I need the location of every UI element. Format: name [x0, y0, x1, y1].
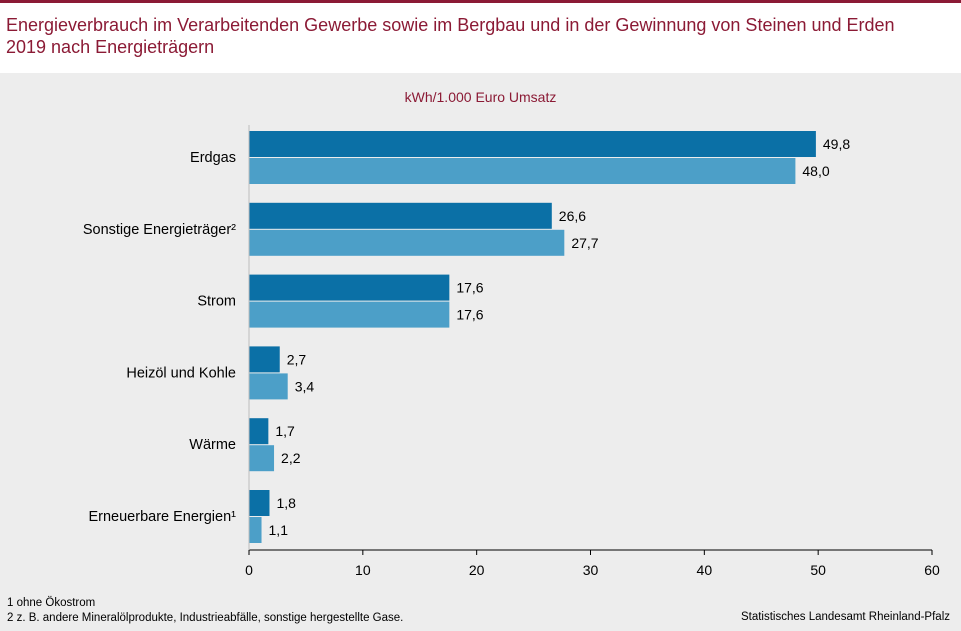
- data-label: 1,8: [276, 495, 296, 511]
- bar-1: [249, 418, 269, 445]
- chart-title-line-1: Energieverbrauch im Verarbeitenden Gewer…: [6, 15, 895, 35]
- bar-2: [249, 301, 450, 328]
- category-label: Strom: [197, 294, 236, 310]
- footnotes: 1 ohne Ökostrom 2 z. B. andere Mineralöl…: [7, 596, 403, 626]
- x-tick-label: 30: [583, 562, 599, 578]
- bar-2: [249, 158, 796, 184]
- category-label: Wärme: [189, 437, 236, 453]
- bar-1: [249, 490, 270, 516]
- bar-1: [249, 131, 816, 157]
- data-label: 2,7: [287, 351, 307, 367]
- unit-label: kWh/1.000 Euro Umsatz: [404, 89, 557, 105]
- category-label: Heizöl und Kohle: [126, 365, 236, 381]
- data-label: 17,6: [456, 307, 483, 323]
- source-label: Statistisches Landesamt Rheinland-Pfalz: [740, 611, 950, 623]
- bar-2: [249, 445, 275, 472]
- bar-2: [249, 517, 262, 543]
- x-tick-label: 0: [245, 562, 253, 578]
- data-label: 48,0: [802, 163, 829, 179]
- footnote-1: 1 ohne Ökostrom: [7, 597, 96, 609]
- bar-1: [249, 346, 280, 373]
- data-label: 2,2: [281, 450, 301, 466]
- chart-title-line-2: 2019 nach Energieträgern: [6, 37, 215, 57]
- data-label: 49,8: [823, 136, 850, 152]
- footnote-2: 2 z. B. andere Mineralölprodukte, Indust…: [7, 612, 404, 624]
- x-tick-label: 10: [355, 562, 371, 578]
- title-box: Energieverbrauch im Verarbeitenden Gewer…: [0, 3, 961, 73]
- data-label: 1,7: [275, 423, 295, 439]
- data-label: 17,6: [456, 280, 483, 296]
- data-label: 3,4: [295, 378, 315, 394]
- data-label: 26,6: [559, 208, 586, 224]
- x-tick-label: 20: [469, 562, 485, 578]
- top-accent-bar: [0, 0, 961, 3]
- bar-2: [249, 229, 565, 256]
- data-label: 27,7: [571, 235, 598, 251]
- category-label: Sonstige Energieträger²: [83, 222, 236, 238]
- chart-title: Energieverbrauch im Verarbeitenden Gewer…: [6, 14, 946, 58]
- bar-1: [249, 274, 450, 301]
- x-tick-label: 50: [810, 562, 826, 578]
- category-label: Erneuerbare Energien¹: [88, 509, 236, 525]
- x-tick-label: 60: [924, 562, 940, 578]
- data-label: 1,1: [269, 522, 289, 538]
- category-label: Erdgas: [190, 150, 236, 166]
- bar-2: [249, 373, 288, 400]
- x-tick-label: 40: [697, 562, 713, 578]
- bar-1: [249, 202, 552, 229]
